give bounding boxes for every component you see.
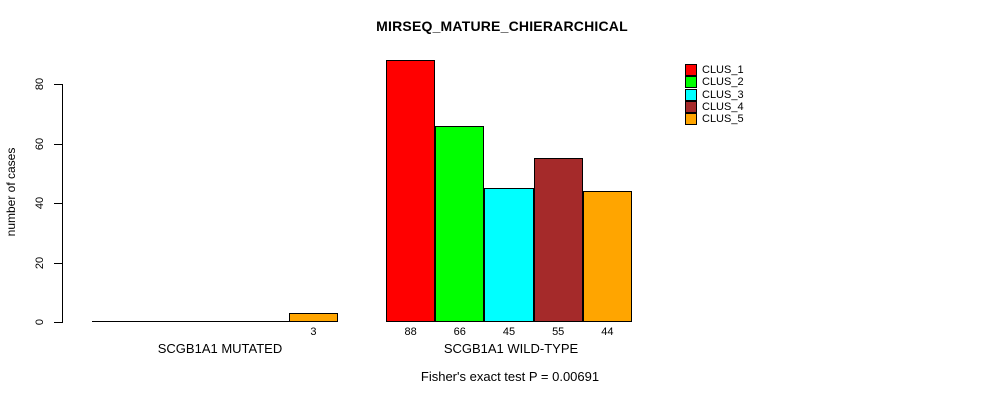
bar-clus_4-group2 <box>533 158 583 322</box>
bar-value-label: 66 <box>453 326 466 338</box>
y-axis-tick <box>54 203 62 204</box>
y-axis-label: number of cases <box>4 147 18 237</box>
bar-clus_5-group2 <box>582 191 632 322</box>
legend-row: CLUS_2 <box>685 76 744 89</box>
legend-swatch-clus_3 <box>685 88 697 101</box>
bar-value-label: 3 <box>310 326 317 338</box>
bar-value-label: 45 <box>502 326 516 338</box>
y-axis-tick-label: 20 <box>34 256 46 269</box>
y-axis-tick-label: 0 <box>34 318 46 326</box>
legend-row: CLUS_4 <box>685 101 744 114</box>
y-axis-tick <box>54 322 62 323</box>
bar-clus_3-group2 <box>484 188 534 322</box>
legend-row: CLUS_1 <box>685 64 744 77</box>
bar-clus_2-group2 <box>435 125 485 322</box>
y-axis-line <box>62 84 63 323</box>
legend-label: CLUS_2 <box>702 76 744 89</box>
y-axis-tick-label: 40 <box>34 196 46 210</box>
legend-row: CLUS_5 <box>685 113 744 126</box>
x-category-label-wildtype: SCGB1A1 WILD-TYPE <box>443 341 579 356</box>
legend-swatch-clus_2 <box>685 76 697 89</box>
legend-label: CLUS_1 <box>702 64 744 77</box>
y-axis-tick <box>54 84 62 85</box>
annotation-fisher-test: Fisher's exact test P = 0.00691 <box>420 369 600 384</box>
legend-label: CLUS_5 <box>702 113 744 126</box>
legend-swatch-clus_1 <box>685 64 697 77</box>
bar-zero-clus_4-group1 <box>239 321 289 322</box>
bar-value-label: 44 <box>601 326 614 338</box>
legend-label: CLUS_4 <box>702 101 744 114</box>
bar-zero-clus_3-group1 <box>190 321 240 322</box>
chart-title: MIRSEQ_MATURE_CHIERARCHICAL <box>376 18 628 34</box>
legend-swatch-clus_4 <box>685 101 697 114</box>
legend-label: CLUS_3 <box>702 88 744 101</box>
legend-row: CLUS_3 <box>685 88 744 101</box>
bar-value-label: 55 <box>552 326 565 338</box>
bar-clus_5-group1 <box>288 313 338 322</box>
legend: CLUS_1 CLUS_2 CLUS_3 CLUS_4 CLUS_5 <box>685 64 744 126</box>
bar-clus_1-group2 <box>386 60 436 322</box>
bar-zero-clus_1-group1 <box>92 321 142 322</box>
bar-zero-clus_2-group1 <box>141 321 191 322</box>
y-axis-tick <box>54 143 62 145</box>
y-axis-tick-label: 60 <box>34 137 46 150</box>
legend-swatch-clus_5 <box>685 113 697 126</box>
y-axis-tick-label: 80 <box>34 77 46 91</box>
y-axis-tick <box>54 262 62 264</box>
bar-value-label: 88 <box>404 326 417 338</box>
x-category-label-mutated: SCGB1A1 MUTATED <box>157 341 283 356</box>
